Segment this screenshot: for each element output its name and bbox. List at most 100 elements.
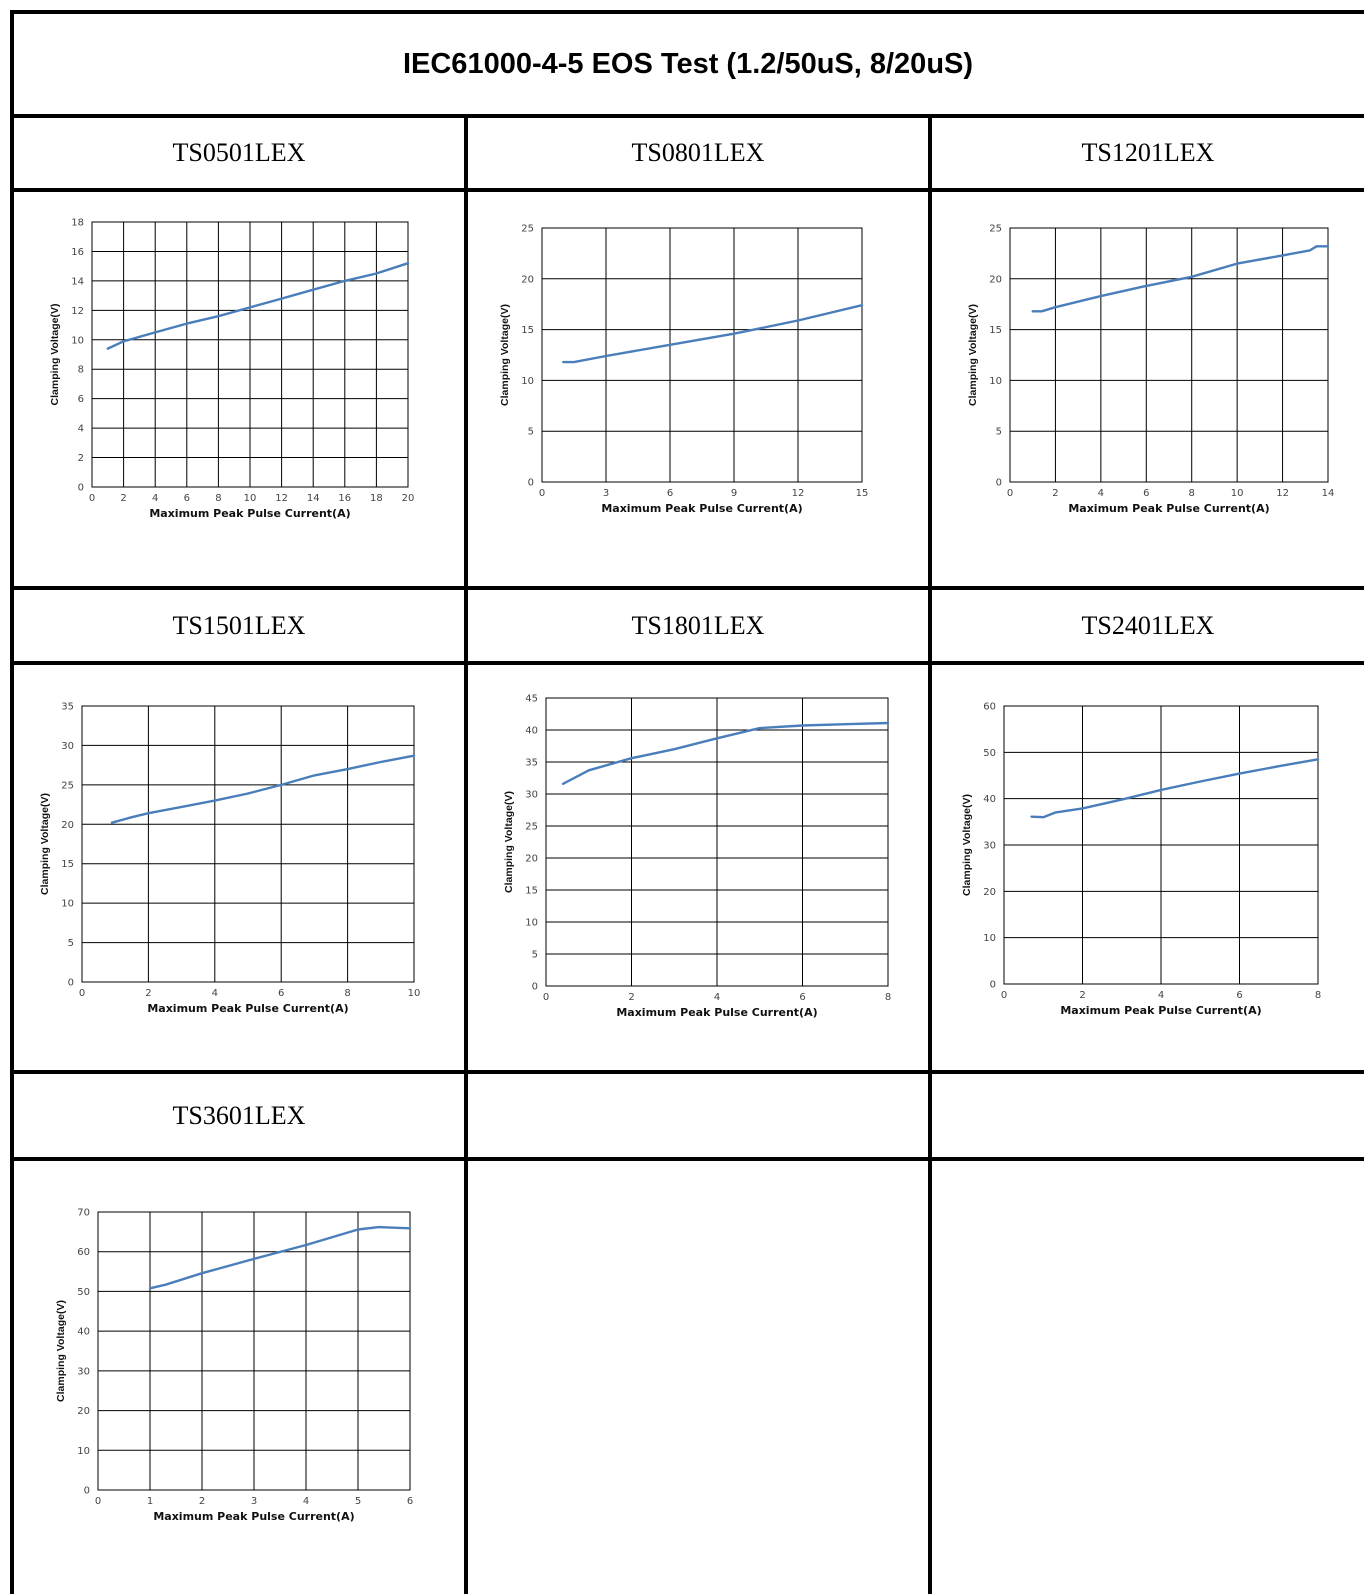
x-tick-label: 1 bbox=[147, 1496, 153, 1507]
y-tick-label: 0 bbox=[528, 478, 534, 489]
x-tick-label: 0 bbox=[89, 493, 95, 504]
plot-frame bbox=[541, 227, 863, 483]
x-tick-label: 4 bbox=[303, 1496, 309, 1507]
x-axis-label: Maximum Peak Pulse Current(A) bbox=[616, 1006, 817, 1019]
y-tick-label: 10 bbox=[983, 933, 996, 944]
y-tick-label: 5 bbox=[68, 938, 74, 949]
x-axis-label: Maximum Peak Pulse Current(A) bbox=[1060, 1004, 1261, 1017]
y-tick-label: 4 bbox=[78, 424, 84, 435]
x-tick-label: 6 bbox=[184, 493, 190, 504]
y-axis-label: Clamping Voltage(V) bbox=[39, 793, 51, 895]
y-tick-label: 10 bbox=[61, 899, 74, 910]
x-tick-label: 4 bbox=[152, 493, 158, 504]
x-tick-label: 0 bbox=[543, 992, 549, 1003]
part-label-ts1201lex: TS1201LEX bbox=[1081, 138, 1215, 167]
y-tick-label: 10 bbox=[525, 918, 538, 929]
y-axis-label: Clamping Voltage(V) bbox=[961, 794, 973, 896]
y-tick-label: 70 bbox=[77, 1208, 90, 1219]
y-tick-label: 10 bbox=[71, 335, 84, 346]
y-tick-label: 40 bbox=[525, 726, 538, 737]
x-tick-label: 14 bbox=[1322, 488, 1335, 499]
x-tick-label: 2 bbox=[628, 992, 634, 1003]
x-tick-label: 18 bbox=[370, 493, 383, 504]
x-tick-label: 4 bbox=[1158, 990, 1164, 1001]
y-tick-label: 14 bbox=[71, 276, 84, 287]
y-tick-label: 16 bbox=[71, 247, 84, 258]
y-tick-label: 30 bbox=[77, 1366, 90, 1377]
series-line bbox=[561, 721, 890, 786]
y-tick-label: 20 bbox=[521, 274, 534, 285]
plot-frame bbox=[1009, 227, 1329, 483]
x-tick-label: 14 bbox=[307, 493, 320, 504]
y-tick-label: 30 bbox=[525, 790, 538, 801]
x-tick-label: 0 bbox=[1007, 488, 1013, 499]
x-tick-label: 0 bbox=[1001, 990, 1007, 1001]
chart-ts2401lex: 0 2 4 6 8 0 10 20 30 40 50 60 Maximum Peak Pulse Cur… bbox=[961, 702, 1321, 1018]
x-tick-label: 2 bbox=[120, 493, 126, 504]
x-axis-label: Maximum Peak Pulse Current(A) bbox=[1068, 502, 1269, 515]
y-axis-label: Clamping Voltage(V) bbox=[55, 1300, 67, 1402]
chart-ts1801lex: 0 2 4 6 8 0 5 10 15 20 25 30 35 40 45 Maximum Peak Puls… bbox=[503, 694, 891, 1020]
y-axis-label: Clamping Voltage(V) bbox=[503, 791, 515, 893]
y-tick-label: 20 bbox=[77, 1406, 90, 1417]
y-tick-label: 30 bbox=[983, 841, 996, 852]
x-tick-label: 16 bbox=[338, 493, 351, 504]
x-tick-label: 10 bbox=[244, 493, 257, 504]
y-tick-label: 60 bbox=[983, 702, 996, 713]
x-tick-label: 0 bbox=[539, 488, 545, 499]
y-tick-label: 25 bbox=[525, 822, 538, 833]
y-tick-label: 35 bbox=[525, 758, 538, 769]
y-tick-label: 30 bbox=[61, 741, 74, 752]
series-line bbox=[110, 754, 416, 824]
x-tick-label: 6 bbox=[278, 988, 284, 999]
x-tick-label: 8 bbox=[344, 988, 350, 999]
series-line bbox=[106, 262, 410, 350]
x-axis-label: Maximum Peak Pulse Current(A) bbox=[149, 507, 350, 520]
part-label-ts0501lex: TS0501LEX bbox=[172, 138, 306, 167]
y-tick-label: 15 bbox=[989, 325, 1002, 336]
x-tick-label: 6 bbox=[799, 992, 805, 1003]
x-tick-label: 3 bbox=[251, 1496, 257, 1507]
y-tick-label: 20 bbox=[989, 274, 1002, 285]
y-tick-label: 10 bbox=[521, 376, 534, 387]
x-tick-label: 8 bbox=[215, 493, 221, 504]
y-tick-label: 6 bbox=[78, 394, 84, 405]
y-tick-label: 0 bbox=[68, 978, 74, 989]
x-tick-label: 9 bbox=[731, 488, 737, 499]
y-tick-label: 45 bbox=[525, 694, 538, 705]
y-tick-label: 0 bbox=[996, 478, 1002, 489]
y-tick-label: 50 bbox=[983, 748, 996, 759]
y-tick-label: 25 bbox=[61, 780, 74, 791]
x-axis-label: Maximum Peak Pulse Current(A) bbox=[153, 1510, 354, 1523]
x-tick-label: 12 bbox=[792, 488, 805, 499]
y-tick-label: 15 bbox=[521, 325, 534, 336]
y-tick-label: 18 bbox=[71, 218, 84, 229]
series-line bbox=[1030, 758, 1320, 819]
x-tick-label: 15 bbox=[856, 488, 869, 499]
plot-frame bbox=[1003, 705, 1319, 985]
x-axis-label: Maximum Peak Pulse Current(A) bbox=[601, 502, 802, 515]
chart-ts0801lex: 0 3 6 9 12 15 0 5 10 15 20 25 Maximum Peak Pulse Cur… bbox=[499, 224, 869, 516]
x-tick-label: 10 bbox=[1231, 488, 1244, 499]
y-tick-label: 35 bbox=[61, 702, 74, 713]
x-tick-label: 20 bbox=[402, 493, 415, 504]
x-tick-label: 0 bbox=[95, 1496, 101, 1507]
x-tick-label: 12 bbox=[275, 493, 288, 504]
x-tick-label: 12 bbox=[1276, 488, 1289, 499]
series-line bbox=[1031, 245, 1330, 313]
plot-frame bbox=[97, 1211, 411, 1491]
y-tick-label: 2 bbox=[78, 453, 84, 464]
part-label-ts0801lex: TS0801LEX bbox=[631, 138, 765, 167]
part-label-ts2401lex: TS2401LEX bbox=[1081, 610, 1215, 640]
empty-cell-label-3 bbox=[932, 1074, 1364, 1157]
y-tick-label: 40 bbox=[77, 1327, 90, 1338]
plot-frame bbox=[545, 697, 889, 987]
part-label-ts1801lex: TS1801LEX bbox=[631, 610, 765, 640]
y-tick-label: 5 bbox=[532, 950, 538, 961]
y-tick-label: 60 bbox=[77, 1247, 90, 1258]
part-label-ts1501lex: TS1501LEX bbox=[172, 610, 306, 640]
y-tick-label: 12 bbox=[71, 306, 84, 317]
y-tick-label: 20 bbox=[61, 820, 74, 831]
